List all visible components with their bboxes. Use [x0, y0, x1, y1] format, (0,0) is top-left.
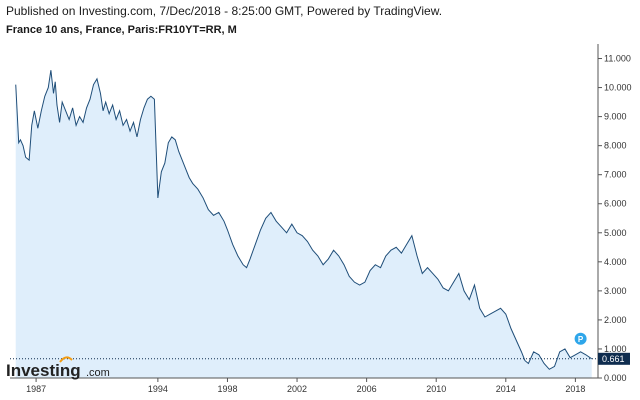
- y-tick-label: 11.000: [604, 54, 631, 64]
- y-tick-label: 4.000: [604, 257, 627, 267]
- x-tick-label: 2018: [565, 384, 585, 394]
- published-caption: Published on Investing.com, 7/Dec/2018 -…: [6, 4, 443, 18]
- event-marker-p: [574, 332, 587, 345]
- overlay-layer: 0.661 P: [10, 332, 630, 365]
- x-tick-label: 2014: [496, 384, 516, 394]
- logo-main-text: Investing: [6, 361, 81, 380]
- last-price-label: 0.661: [602, 354, 625, 364]
- y-tick-label: 9.000: [604, 112, 627, 122]
- logo-swoosh-icon: [59, 356, 73, 363]
- y-tick-label: 0.000: [604, 373, 627, 383]
- event-marker-label: P: [578, 335, 584, 344]
- y-tick-label: 5.000: [604, 228, 627, 238]
- symbol-title: France 10 ans, France, Paris:FR10YT=RR, …: [6, 24, 237, 36]
- x-tick-label: 1998: [217, 384, 237, 394]
- y-tick-label: 10.000: [604, 83, 632, 93]
- x-tick-label: 1994: [148, 384, 168, 394]
- y-tick-label: 1.000: [604, 344, 627, 354]
- series-area: [15, 70, 592, 378]
- investing-logo[interactable]: Investing .com: [6, 356, 110, 380]
- y-tick-label: 7.000: [604, 170, 627, 180]
- y-tick-label: 8.000: [604, 141, 627, 151]
- x-tick-label: 1987: [26, 384, 46, 394]
- last-price-box: [598, 352, 630, 365]
- x-tick-label: 2006: [357, 384, 377, 394]
- area-layer: [15, 70, 592, 378]
- y-tick-label: 3.000: [604, 286, 627, 296]
- line-layer: [15, 70, 593, 370]
- x-tick-label: 2002: [287, 384, 307, 394]
- logo-suffix-text: .com: [86, 367, 110, 379]
- axes-layer: 0.000 1.000 2.000 3.000 4.000 5.000 6.000 7.000…: [10, 44, 632, 394]
- x-tick-label: 2010: [426, 384, 446, 394]
- y-tick-label: 2.000: [604, 315, 627, 325]
- y-tick-label: 6.000: [604, 199, 627, 209]
- series-line: [15, 70, 593, 370]
